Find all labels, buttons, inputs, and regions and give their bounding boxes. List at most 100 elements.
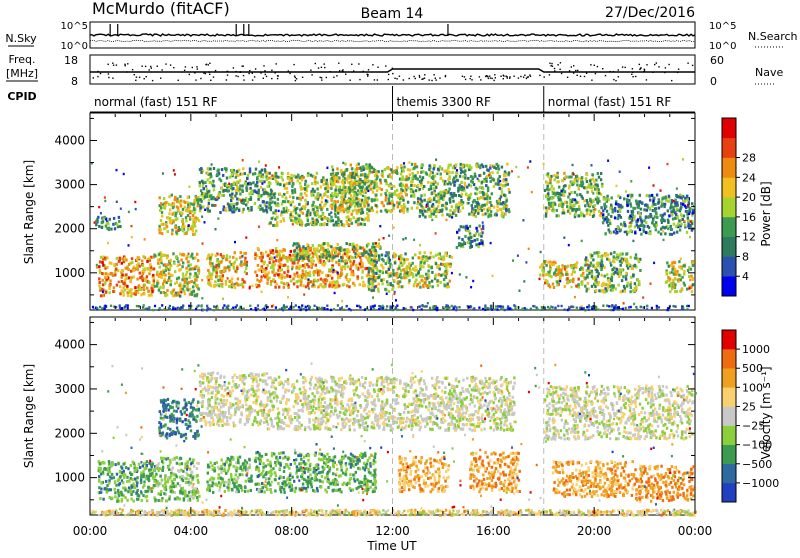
heatmap-cell [233,267,235,270]
heatmap-cell [242,159,244,161]
heatmap-cell [661,203,663,206]
heatmap-cell [341,173,343,176]
heatmap-cell [420,181,422,184]
heatmap-cell [304,207,306,210]
nave-point [509,78,510,79]
heatmap-cell [556,192,558,195]
heatmap-cell [419,275,421,278]
heatmap-cell [288,256,290,259]
heatmap-cell [210,276,212,279]
heatmap-cell [670,264,672,267]
heatmap-cell [413,167,415,170]
heatmap-cell [438,169,440,172]
heatmap-cell [645,203,647,206]
heatmap-cell [594,281,596,284]
heatmap-cell [583,214,585,217]
heatmap-cell [632,210,634,213]
heatmap-cell [275,247,277,250]
nave-point [509,76,510,77]
heatmap-cell [343,208,345,211]
nave-point [374,79,375,80]
heatmap-cell [602,289,604,292]
nave-point [470,76,471,77]
heatmap-cell [389,175,391,178]
heatmap-cell [457,187,459,190]
nave-point [668,64,669,65]
nave-point [396,78,397,79]
heatmap-cell [391,200,393,203]
heatmap-cell [170,259,172,262]
heatmap-cell [641,201,643,204]
heatmap-cell [440,173,442,176]
heatmap-cell [400,205,402,208]
heatmap-cell [360,266,362,269]
heatmap-cell [601,262,603,265]
heatmap-cell [677,217,679,220]
heatmap-cell [96,218,98,221]
heatmap-cell [350,194,352,197]
heatmap-cell [337,277,339,280]
heatmap-cell [393,252,395,255]
nave-point [252,73,253,74]
nave-point [252,79,253,80]
heatmap-cell [352,262,354,265]
heatmap-cell [332,219,334,222]
heatmap-cell [243,280,245,283]
heatmap-cell [488,207,490,210]
heatmap-cell [374,253,376,256]
heatmap-cell [350,164,352,167]
heatmap-cell [337,271,339,273]
heatmap-cell [195,216,197,219]
heatmap-cell [449,265,451,268]
heatmap-cell [349,243,351,246]
heatmap-cell [618,205,620,208]
heatmap-cell [359,256,361,259]
heatmap-cell [347,207,349,210]
heatmap-cell [623,285,625,288]
heatmap-cell [213,188,215,191]
heatmap-cell [169,208,171,211]
heatmap-cell [369,163,371,166]
heatmap-cell [656,194,658,197]
heatmap-cell [325,274,327,277]
heatmap-cell [515,166,517,168]
heatmap-cell [443,195,445,198]
heatmap-cell [323,242,325,245]
heatmap-cell [497,179,499,182]
heatmap-cell [544,189,546,192]
nave-point [367,75,368,76]
heatmap-cell [254,257,256,260]
heatmap-cell [330,245,332,248]
heatmap-cell [396,166,398,169]
heatmap-cell [446,170,448,173]
nave-point [149,69,150,70]
heatmap-cell [556,284,558,287]
heatmap-cell [104,196,106,198]
heatmap-cell [239,193,241,196]
heatmap-cell [306,214,308,217]
heatmap-cell [291,191,293,194]
heatmap-cell [276,239,278,241]
heatmap-cell [625,253,627,256]
heatmap-cell [572,164,574,166]
heatmap-cell [275,209,277,212]
heatmap-cell [430,172,432,175]
heatmap-cell [679,229,681,232]
nave-point [108,73,109,74]
heatmap-cell [346,170,348,172]
heatmap-cell [171,213,173,216]
heatmap-cell [399,184,401,187]
nave-point [226,79,227,80]
heatmap-cell [192,218,194,221]
nave-point [240,71,241,72]
heatmap-cell [165,267,167,269]
heatmap-cell [597,202,599,205]
heatmap-cell [586,180,588,183]
heatmap-cell [235,173,237,176]
heatmap-cell [451,171,453,174]
heatmap-cell [576,193,578,196]
heatmap-cell [428,168,430,171]
heatmap-cell [300,284,302,287]
nave-point [549,74,550,75]
heatmap-cell [682,203,684,206]
